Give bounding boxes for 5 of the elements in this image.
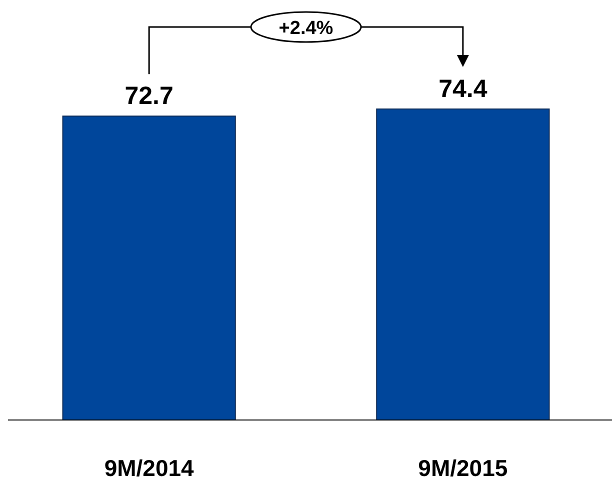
x-tick-label: 9M/2014	[104, 455, 194, 481]
data-label: 72.7	[124, 82, 174, 110]
x-tick-label: 9M/2015	[418, 455, 508, 481]
data-label: 74.4	[438, 75, 488, 103]
text: +2.4%	[278, 18, 334, 39]
